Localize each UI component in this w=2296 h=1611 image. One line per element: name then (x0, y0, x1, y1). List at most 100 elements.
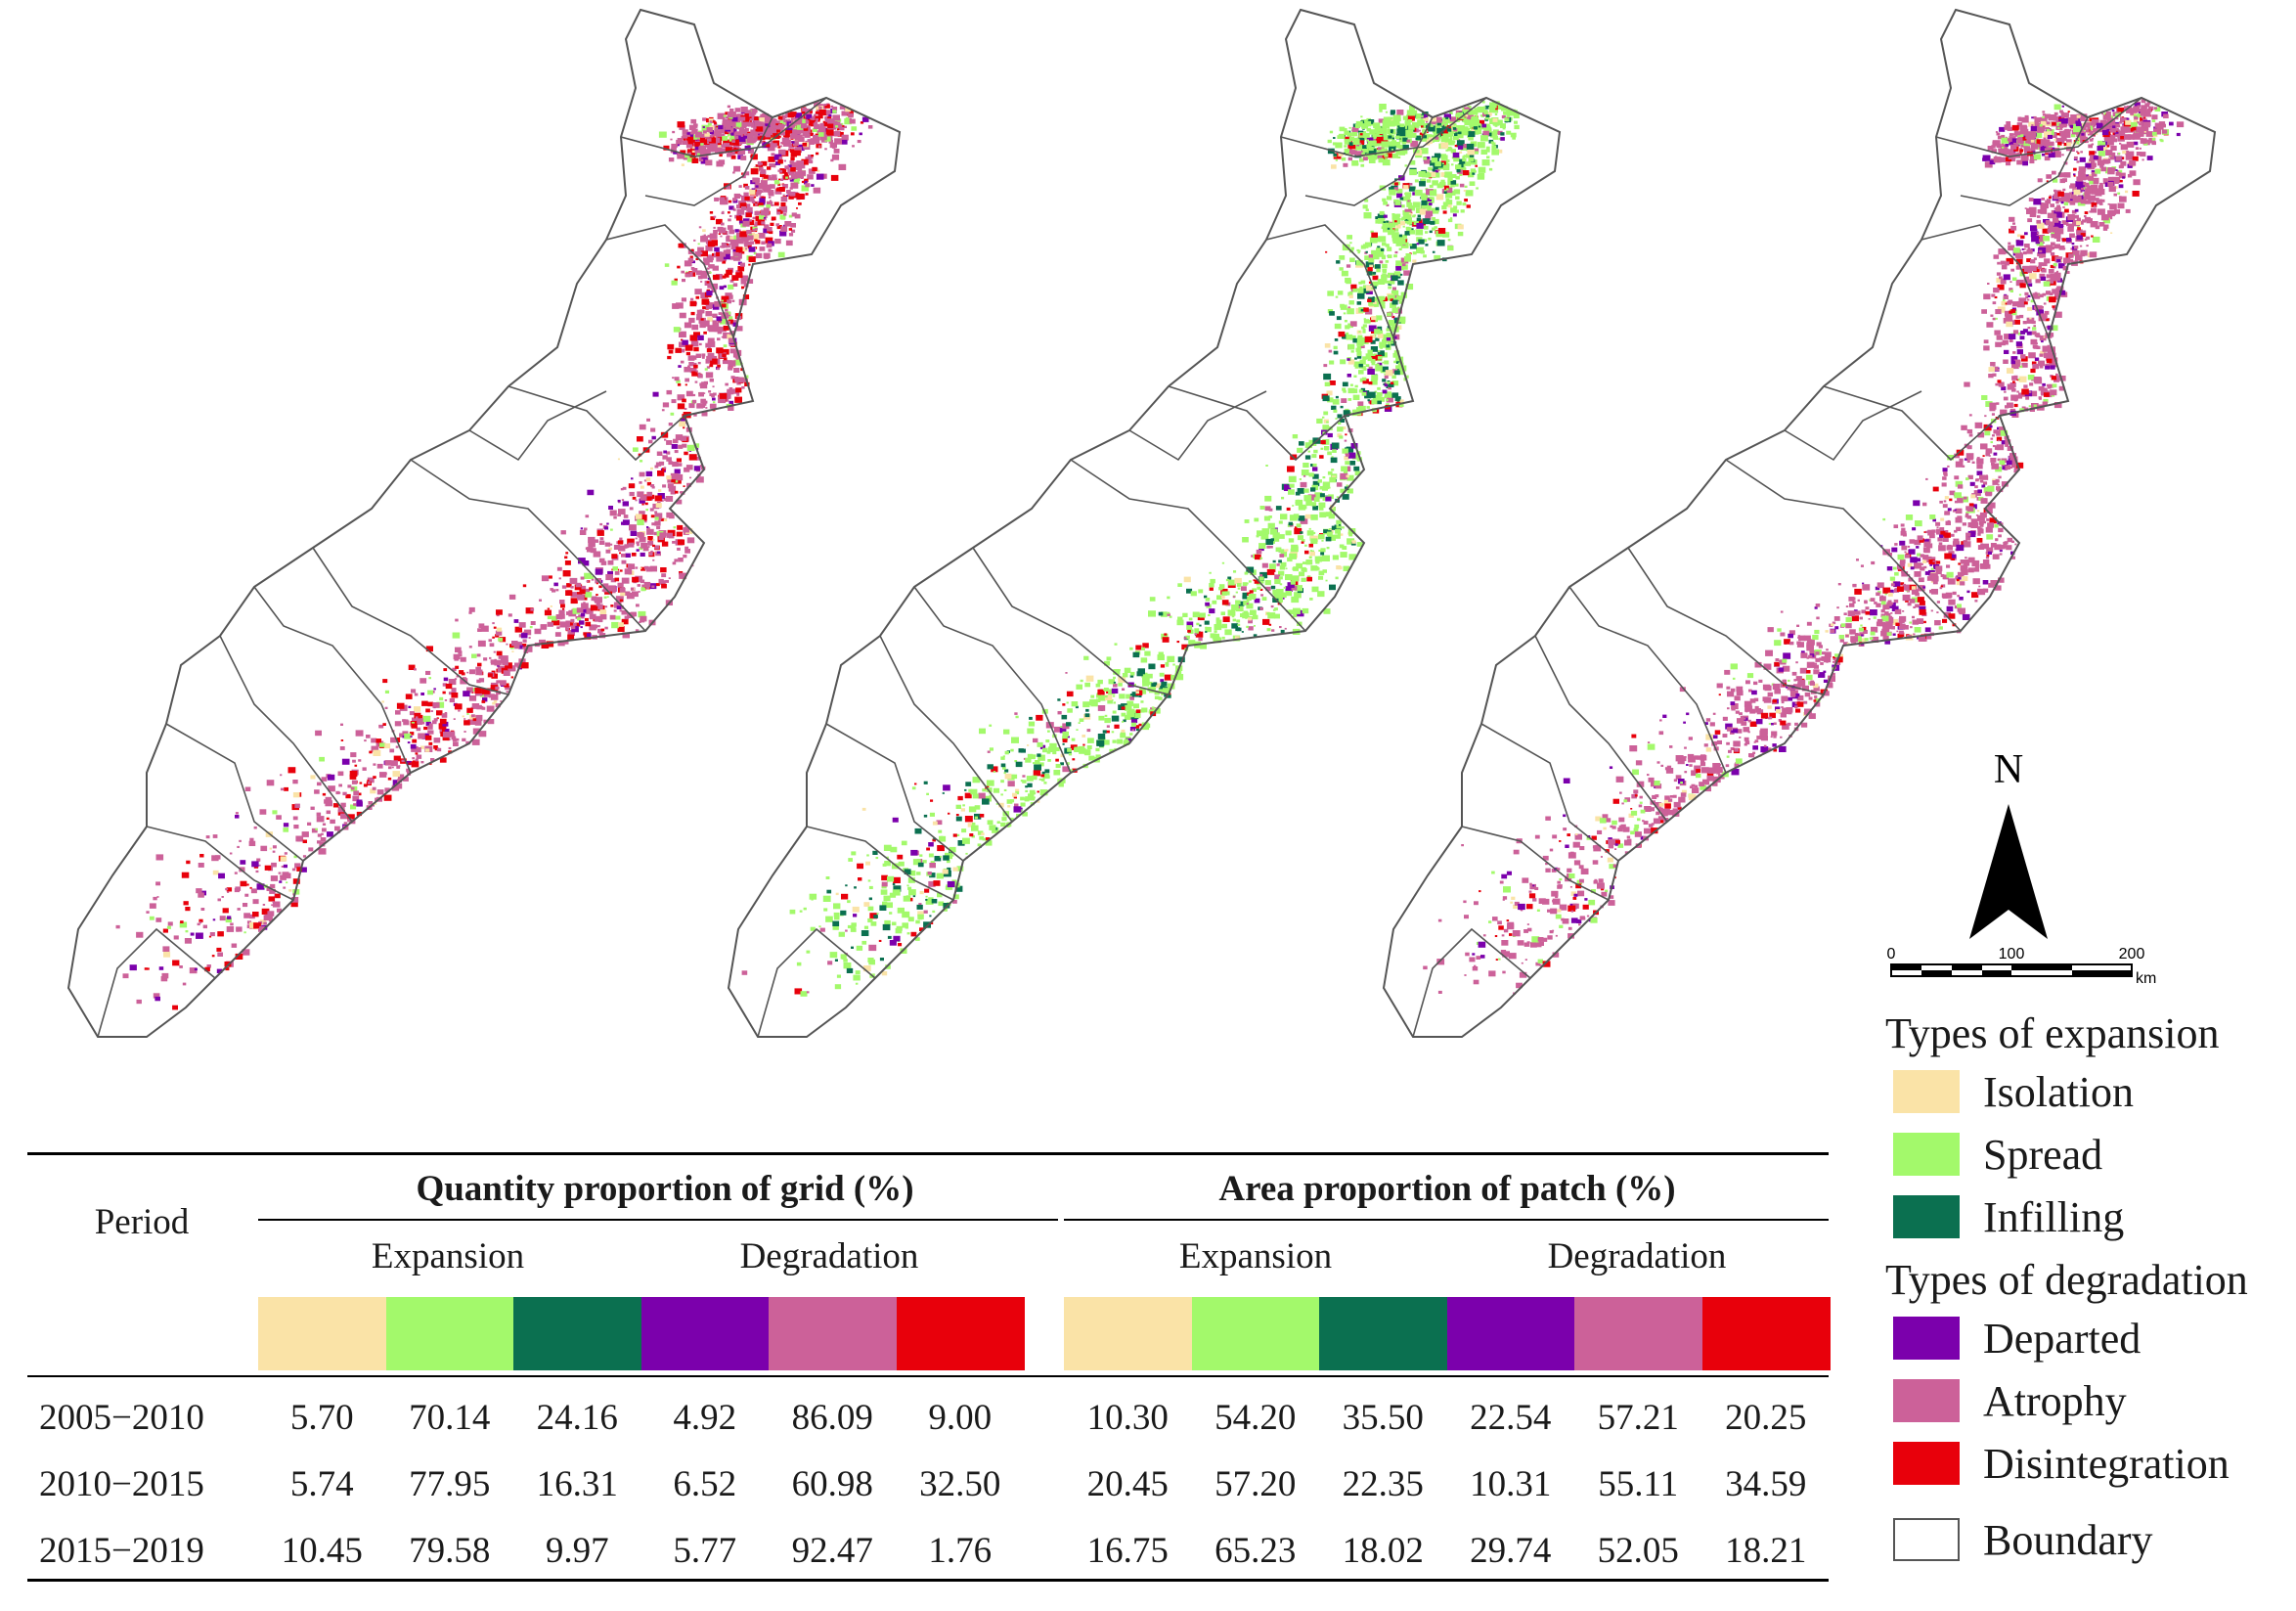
departed-patch (1377, 362, 1383, 367)
atrophy-patch (1183, 637, 1187, 640)
spread-patch (1306, 575, 1311, 578)
isolation-patch (862, 965, 871, 972)
disintegration-patch (1294, 527, 1303, 535)
atrophy-patch (770, 118, 776, 124)
atrophy-patch (579, 529, 587, 535)
spread-patch (1038, 762, 1044, 767)
departed-patch (651, 435, 656, 440)
disintegration-patch (675, 347, 682, 353)
spread-patch (1009, 817, 1014, 822)
atrophy-patch (833, 131, 841, 137)
spread-patch (1351, 160, 1359, 166)
isolation-patch (1429, 171, 1436, 177)
isolation-patch (763, 177, 768, 181)
spread-patch (1376, 392, 1383, 397)
spread-patch (1308, 472, 1314, 477)
isolation-patch (981, 832, 985, 835)
spread-patch (1322, 439, 1330, 445)
atrophy-patch (651, 486, 655, 489)
disintegration-patch (723, 140, 729, 146)
atrophy-patch (706, 254, 714, 261)
atrophy-patch (735, 357, 739, 361)
spread-patch (977, 843, 982, 847)
spread-patch (1067, 708, 1073, 713)
atrophy-patch (680, 360, 684, 364)
spread-patch (962, 837, 970, 844)
atrophy-patch (707, 325, 715, 332)
atrophy-patch (636, 541, 640, 545)
infilling-patch (1299, 441, 1304, 446)
spread-patch (1242, 582, 1248, 586)
disintegration-patch (725, 130, 729, 135)
atrophy-patch (235, 886, 242, 891)
atrophy-patch (337, 771, 344, 777)
atrophy-patch (466, 671, 469, 674)
atrophy-patch (280, 874, 283, 877)
disintegration-patch (748, 263, 751, 266)
spread-patch (1488, 167, 1493, 171)
spread-patch (1140, 688, 1144, 691)
spread-patch (785, 176, 788, 179)
atrophy-patch (339, 746, 345, 750)
disintegration-patch (427, 701, 433, 707)
atrophy-patch (600, 560, 607, 565)
spread-patch (1433, 127, 1440, 134)
county-boundary-line (253, 586, 412, 774)
atrophy-patch (679, 331, 686, 337)
isolation-patch (716, 144, 722, 149)
county-boundary-line (165, 723, 304, 862)
atrophy-patch (371, 745, 379, 752)
spread-patch (1512, 136, 1516, 140)
atrophy-patch (459, 653, 463, 657)
isolation-patch (650, 467, 653, 470)
atrophy-patch (153, 896, 157, 901)
spread-patch (1451, 157, 1455, 159)
atrophy-patch (328, 785, 335, 792)
infilling-patch (1018, 748, 1024, 753)
atrophy-patch (664, 438, 667, 441)
atrophy-patch (810, 117, 813, 120)
atrophy-patch (243, 903, 248, 908)
atrophy-patch (701, 405, 706, 408)
atrophy-patch (770, 116, 773, 119)
atrophy-patch (1345, 453, 1349, 457)
spread-patch (286, 881, 288, 884)
atrophy-patch (585, 547, 589, 550)
atrophy-patch (698, 342, 702, 346)
atrophy-patch (317, 833, 322, 837)
atrophy-patch (718, 159, 726, 165)
atrophy-patch (776, 211, 781, 215)
spread-patch (1368, 300, 1376, 306)
atrophy-patch (682, 279, 685, 283)
atrophy-patch (291, 897, 299, 903)
disintegration-patch (547, 607, 551, 610)
atrophy-patch (687, 131, 695, 137)
spread-patch (1450, 183, 1455, 188)
atrophy-patch (490, 659, 496, 663)
disintegration-patch (683, 485, 685, 487)
departed-patch (706, 291, 713, 296)
spread-patch (1465, 161, 1472, 166)
disintegration-patch (496, 650, 503, 656)
atrophy-patch (395, 783, 403, 789)
atrophy-patch (755, 195, 759, 197)
atrophy-patch (472, 728, 481, 735)
atrophy-patch (839, 106, 845, 110)
infilling-patch (1329, 584, 1336, 591)
atrophy-patch (347, 784, 352, 788)
spread-patch (905, 925, 908, 929)
atrophy-patch (740, 107, 748, 112)
spread-patch (1398, 371, 1404, 376)
spread-patch (895, 927, 903, 934)
disintegration-patch (930, 921, 934, 924)
atrophy-patch (637, 491, 644, 498)
atrophy-patch (366, 735, 371, 738)
spread-patch (848, 858, 853, 862)
disintegration-patch (718, 233, 721, 235)
spread-patch (1311, 586, 1319, 593)
spread-patch (1277, 598, 1283, 603)
spread-patch (1254, 517, 1259, 522)
departed-patch (443, 677, 449, 682)
atrophy-patch (647, 541, 654, 546)
atrophy-patch (221, 896, 224, 898)
